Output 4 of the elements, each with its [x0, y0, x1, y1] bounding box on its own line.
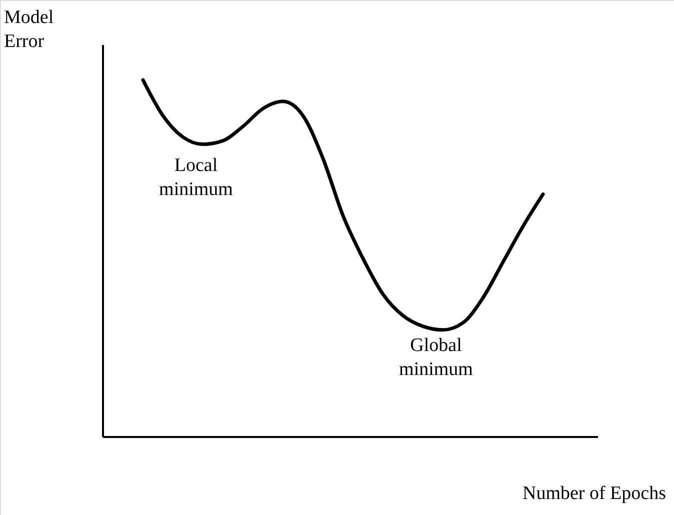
annotation: Local minimum — [159, 155, 234, 200]
y-axis-title: Model Error — [4, 7, 54, 52]
x-axis-title: Number of Epochs — [522, 483, 666, 504]
annotation: Global minimum — [399, 335, 474, 380]
